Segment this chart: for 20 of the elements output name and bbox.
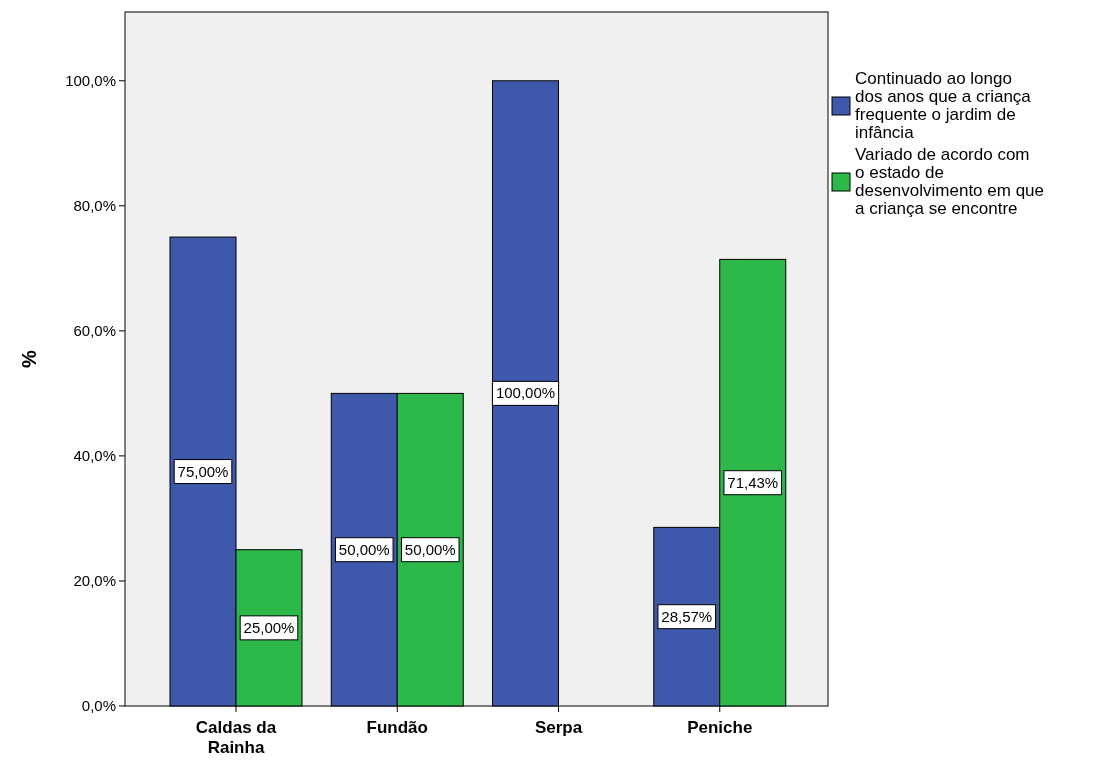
data-label: 25,00% bbox=[243, 618, 295, 636]
data-label: 50,00% bbox=[338, 540, 390, 558]
data-label: 28,57% bbox=[661, 607, 713, 625]
y-tick-label: 60,0% bbox=[73, 321, 116, 339]
data-label: 71,43% bbox=[727, 473, 779, 491]
y-tick-label: 20,0% bbox=[73, 571, 116, 589]
y-tick-label: 40,0% bbox=[73, 446, 116, 464]
data-label: 75,00% bbox=[177, 462, 229, 480]
x-tick-label: Caldas da Rainha bbox=[195, 718, 277, 757]
x-tick-label: Fundão bbox=[366, 718, 428, 737]
legend-label: Continuado ao longo dos anos que a criança frequente o jardim de infância bbox=[855, 69, 1032, 142]
data-label: 100,00% bbox=[495, 384, 556, 402]
x-tick-label: Serpa bbox=[534, 718, 583, 737]
x-tick-label: Peniche bbox=[687, 718, 753, 737]
data-label: 50,00% bbox=[404, 540, 456, 558]
legend-label: Variado de acordo com o estado de desenvolvimento em que a criança se encontre bbox=[855, 145, 1045, 218]
y-tick-label: 80,0% bbox=[73, 196, 116, 214]
y-tick-label: 100,0% bbox=[65, 71, 116, 89]
y-axis-title: % bbox=[18, 349, 40, 368]
y-tick-label: 0,0% bbox=[81, 697, 116, 714]
